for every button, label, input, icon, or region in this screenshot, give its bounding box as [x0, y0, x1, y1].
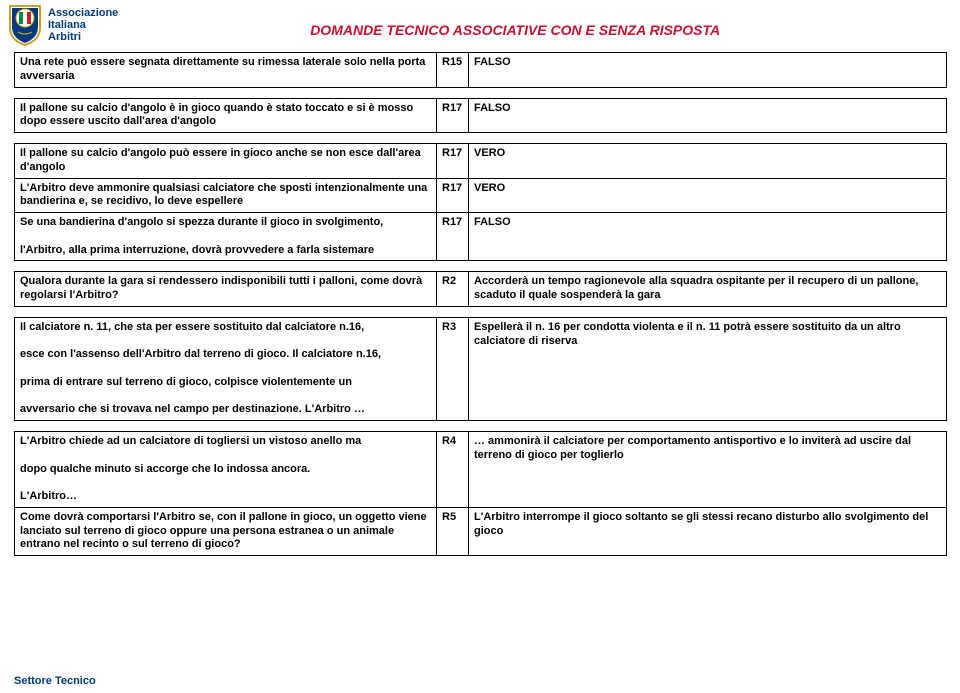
- page-title: DOMANDE TECNICO ASSOCIATIVE CON E SENZA …: [78, 22, 952, 38]
- question-cell: Il pallone su calcio d'angolo può essere…: [15, 144, 437, 179]
- code-cell: R5: [437, 507, 469, 555]
- org-line1: Associazione: [48, 7, 118, 19]
- question-cell: Una rete può essere segnata direttamente…: [15, 53, 437, 88]
- table-row: Una rete può essere segnata direttamente…: [15, 53, 947, 88]
- question-cell: Il calciatore n. 11, che sta per essere …: [15, 317, 437, 420]
- qa-table: Il pallone su calcio d'angolo può essere…: [14, 143, 947, 261]
- footer-text: Settore Tecnico: [14, 675, 96, 687]
- question-cell: Il pallone su calcio d'angolo è in gioco…: [15, 98, 437, 133]
- question-cell: Come dovrà comportarsi l'Arbitro se, con…: [15, 507, 437, 555]
- aia-shield-icon: [8, 4, 42, 46]
- question-cell: Se una bandierina d'angolo si spezza dur…: [15, 213, 437, 261]
- code-cell: R17: [437, 98, 469, 133]
- table-row: Come dovrà comportarsi l'Arbitro se, con…: [15, 507, 947, 555]
- question-cell: L'Arbitro deve ammonire qualsiasi calcia…: [15, 178, 437, 213]
- table-row: Il pallone su calcio d'angolo è in gioco…: [15, 98, 947, 133]
- code-cell: R17: [437, 213, 469, 261]
- code-cell: R2: [437, 272, 469, 307]
- answer-cell: … ammonirà il calciatore per comportamen…: [469, 432, 947, 508]
- answer-cell: Espellerà il n. 16 per condotta violenta…: [469, 317, 947, 420]
- table-row: Se una bandierina d'angolo si spezza dur…: [15, 213, 947, 261]
- qa-table: Il pallone su calcio d'angolo è in gioco…: [14, 98, 947, 134]
- table-row: L'Arbitro deve ammonire qualsiasi calcia…: [15, 178, 947, 213]
- answer-cell: FALSO: [469, 213, 947, 261]
- code-cell: R4: [437, 432, 469, 508]
- table-row: Il pallone su calcio d'angolo può essere…: [15, 144, 947, 179]
- answer-cell: FALSO: [469, 98, 947, 133]
- question-cell: L'Arbitro chiede ad un calciatore di tog…: [15, 432, 437, 508]
- table-row: Qualora durante la gara si rendessero in…: [15, 272, 947, 307]
- table-row: Il calciatore n. 11, che sta per essere …: [15, 317, 947, 420]
- qa-table: Il calciatore n. 11, che sta per essere …: [14, 317, 947, 421]
- qa-table: Una rete può essere segnata direttamente…: [14, 52, 947, 88]
- table-row: L'Arbitro chiede ad un calciatore di tog…: [15, 432, 947, 508]
- question-cell: Qualora durante la gara si rendessero in…: [15, 272, 437, 307]
- answer-cell: Accorderà un tempo ragionevole alla squa…: [469, 272, 947, 307]
- code-cell: R15: [437, 53, 469, 88]
- code-cell: R17: [437, 178, 469, 213]
- page-header: Associazione Italiana Arbitri DOMANDE TE…: [0, 0, 960, 46]
- code-cell: R17: [437, 144, 469, 179]
- answer-cell: VERO: [469, 144, 947, 179]
- answer-cell: L'Arbitro interrompe il gioco soltanto s…: [469, 507, 947, 555]
- answer-cell: FALSO: [469, 53, 947, 88]
- code-cell: R3: [437, 317, 469, 420]
- qa-table: L'Arbitro chiede ad un calciatore di tog…: [14, 431, 947, 556]
- tables-container: Una rete può essere segnata direttamente…: [0, 46, 960, 556]
- qa-table: Qualora durante la gara si rendessero in…: [14, 271, 947, 307]
- answer-cell: VERO: [469, 178, 947, 213]
